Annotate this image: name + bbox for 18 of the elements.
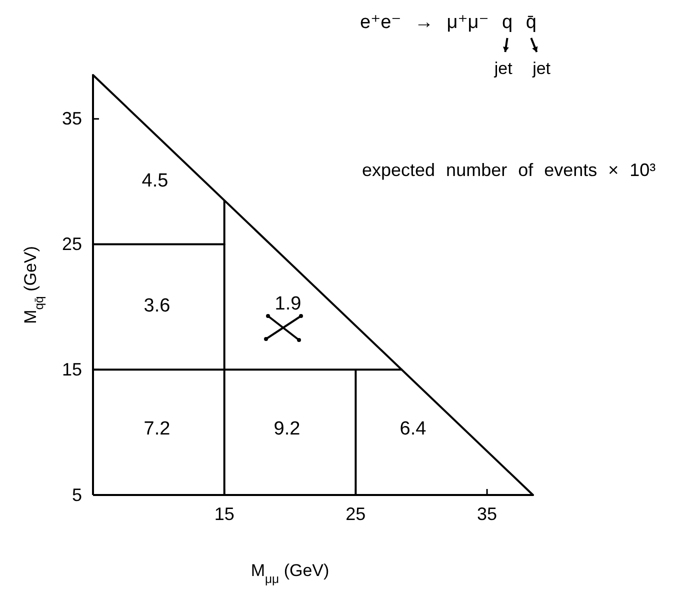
x-tick-label: 15 [214,504,234,524]
annotation: jet [532,59,551,78]
x-axis-title: M$_{μμ}$ (GeV) [250,561,330,586]
annotation: 3.6 [144,296,170,317]
x-tick-label: 35 [477,504,498,524]
y-tick-label: 35 [62,108,82,129]
y-tick-label: 5 [72,484,82,505]
annotation: 1.9 [274,294,302,315]
annotation: 6.4 [400,418,427,440]
x-tick-label: 25 [346,504,366,524]
text: expected number of events × 10³ [362,160,656,180]
y-tick-label: 15 [62,359,82,380]
annotation: 7.2 [144,418,170,440]
chart-title: e⁺e⁻ → μ⁺μ⁻ q q̄ [360,12,536,33]
annotation: 4.5 [142,170,168,192]
annotation: 9.2 [274,418,300,440]
y-tick-label: 25 [62,234,82,254]
annotation: jet [493,59,513,78]
